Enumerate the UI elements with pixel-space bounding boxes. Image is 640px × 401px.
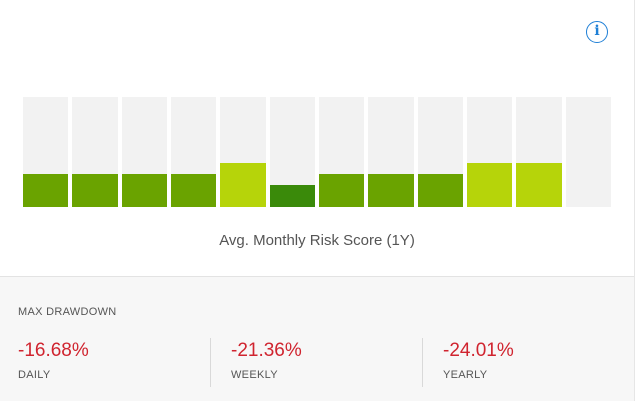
stat-value: -16.68% bbox=[18, 340, 89, 361]
section-divider bbox=[0, 276, 634, 277]
bar-track bbox=[121, 97, 167, 207]
bar bbox=[72, 174, 118, 207]
bar-track bbox=[417, 97, 463, 207]
risk-score-bar-chart bbox=[23, 97, 611, 207]
bar-track bbox=[170, 97, 217, 207]
stat-label: YEARLY bbox=[443, 369, 488, 381]
chart-title: Avg. Monthly Risk Score (1Y) bbox=[219, 232, 415, 249]
max-drawdown-title: MAX DRAWDOWN bbox=[18, 306, 117, 318]
stat-label: WEEKLY bbox=[231, 369, 278, 381]
bar-track bbox=[466, 97, 513, 207]
max-drawdown-section: MAX DRAWDOWN -16.68% DAILY -21.36% WEEKL… bbox=[0, 277, 634, 401]
bar bbox=[368, 174, 414, 207]
bar bbox=[318, 174, 365, 207]
bar bbox=[220, 163, 266, 207]
bar-track bbox=[565, 97, 611, 207]
bar bbox=[516, 163, 562, 207]
bar-track bbox=[516, 97, 562, 207]
stat-label: DAILY bbox=[18, 369, 51, 381]
stat-daily: -16.68% DAILY bbox=[18, 339, 89, 381]
bar bbox=[417, 174, 463, 207]
bar-track bbox=[368, 97, 414, 207]
stat-separator bbox=[422, 338, 423, 387]
stat-weekly: -21.36% WEEKLY bbox=[231, 339, 302, 381]
stat-value: -24.01% bbox=[443, 340, 514, 361]
bar bbox=[466, 163, 513, 207]
bar bbox=[121, 174, 167, 207]
info-icon[interactable]: i bbox=[586, 21, 608, 43]
stat-value: -21.36% bbox=[231, 340, 302, 361]
bar-track bbox=[269, 97, 315, 207]
stat-yearly: -24.01% YEARLY bbox=[443, 339, 514, 381]
stat-separator bbox=[210, 338, 211, 387]
bar bbox=[170, 174, 217, 207]
bar-track bbox=[72, 97, 118, 207]
bar-track bbox=[318, 97, 365, 207]
bar bbox=[269, 185, 315, 207]
bar-track bbox=[23, 97, 69, 207]
bar bbox=[23, 174, 69, 207]
bar-track bbox=[220, 97, 266, 207]
